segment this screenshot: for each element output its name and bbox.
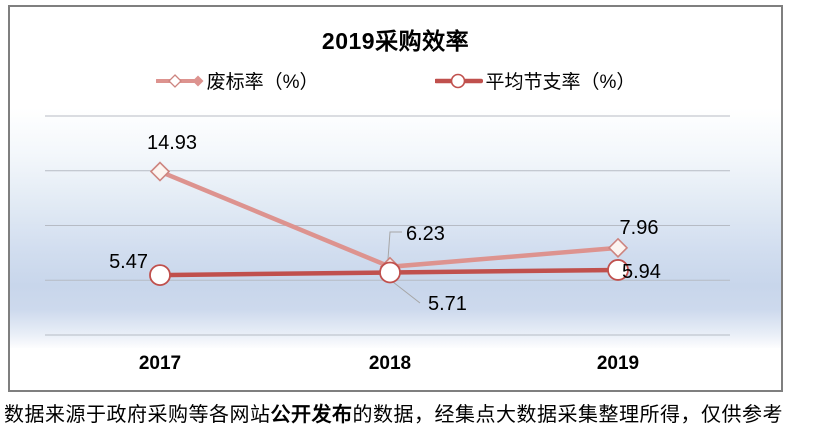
data-label: 5.94	[622, 261, 661, 283]
diamond-marker	[149, 161, 171, 182]
data-label: 5.71	[428, 293, 467, 315]
chart-title: 2019采购效率	[321, 28, 470, 54]
chart-legend: 废标率（%） 平均节支率（%）	[10, 67, 781, 94]
circle-marker	[379, 261, 401, 284]
data-label: 6.23	[406, 223, 445, 245]
leader-line	[392, 281, 421, 304]
data-label: 14.93	[147, 132, 197, 154]
footnote-prefix: 数据来源于政府采购等各网站	[4, 404, 271, 426]
leader-line	[387, 231, 402, 260]
plot-svg: 14.93 6.23 7.96 5.47 5.71 5.94	[10, 108, 781, 348]
circle-series-swatch-icon	[434, 73, 483, 88]
legend-item-avg-savings-rate: 平均节支率（%）	[434, 67, 636, 94]
diamond-marker	[607, 237, 629, 258]
diamond-series-swatch-icon	[155, 73, 204, 88]
circle-marker	[149, 264, 171, 287]
legend-label-bid-failure-rate: 废标率（%）	[206, 72, 319, 93]
circle-marker	[607, 259, 629, 281]
data-source-footnote: 数据来源于政府采购等各网站公开发布的数据，经集点大数据采集整理所得，仅供参考	[4, 402, 814, 429]
footnote-suffix: 的数据，经集点大数据采集整理所得，仅供参考	[352, 404, 783, 426]
data-label: 5.47	[109, 251, 148, 273]
legend-item-bid-failure-rate: 废标率（%）	[155, 67, 319, 94]
data-label: 7.96	[620, 217, 659, 239]
footnote-bold: 公开发布	[270, 404, 353, 426]
plot-area-background	[10, 108, 781, 348]
legend-label-avg-savings-rate: 平均节支率（%）	[485, 72, 636, 93]
chart-container: 14.93 6.23 7.96 5.47 5.71 5.94 2019采购效率 废标率（%…	[8, 5, 783, 392]
